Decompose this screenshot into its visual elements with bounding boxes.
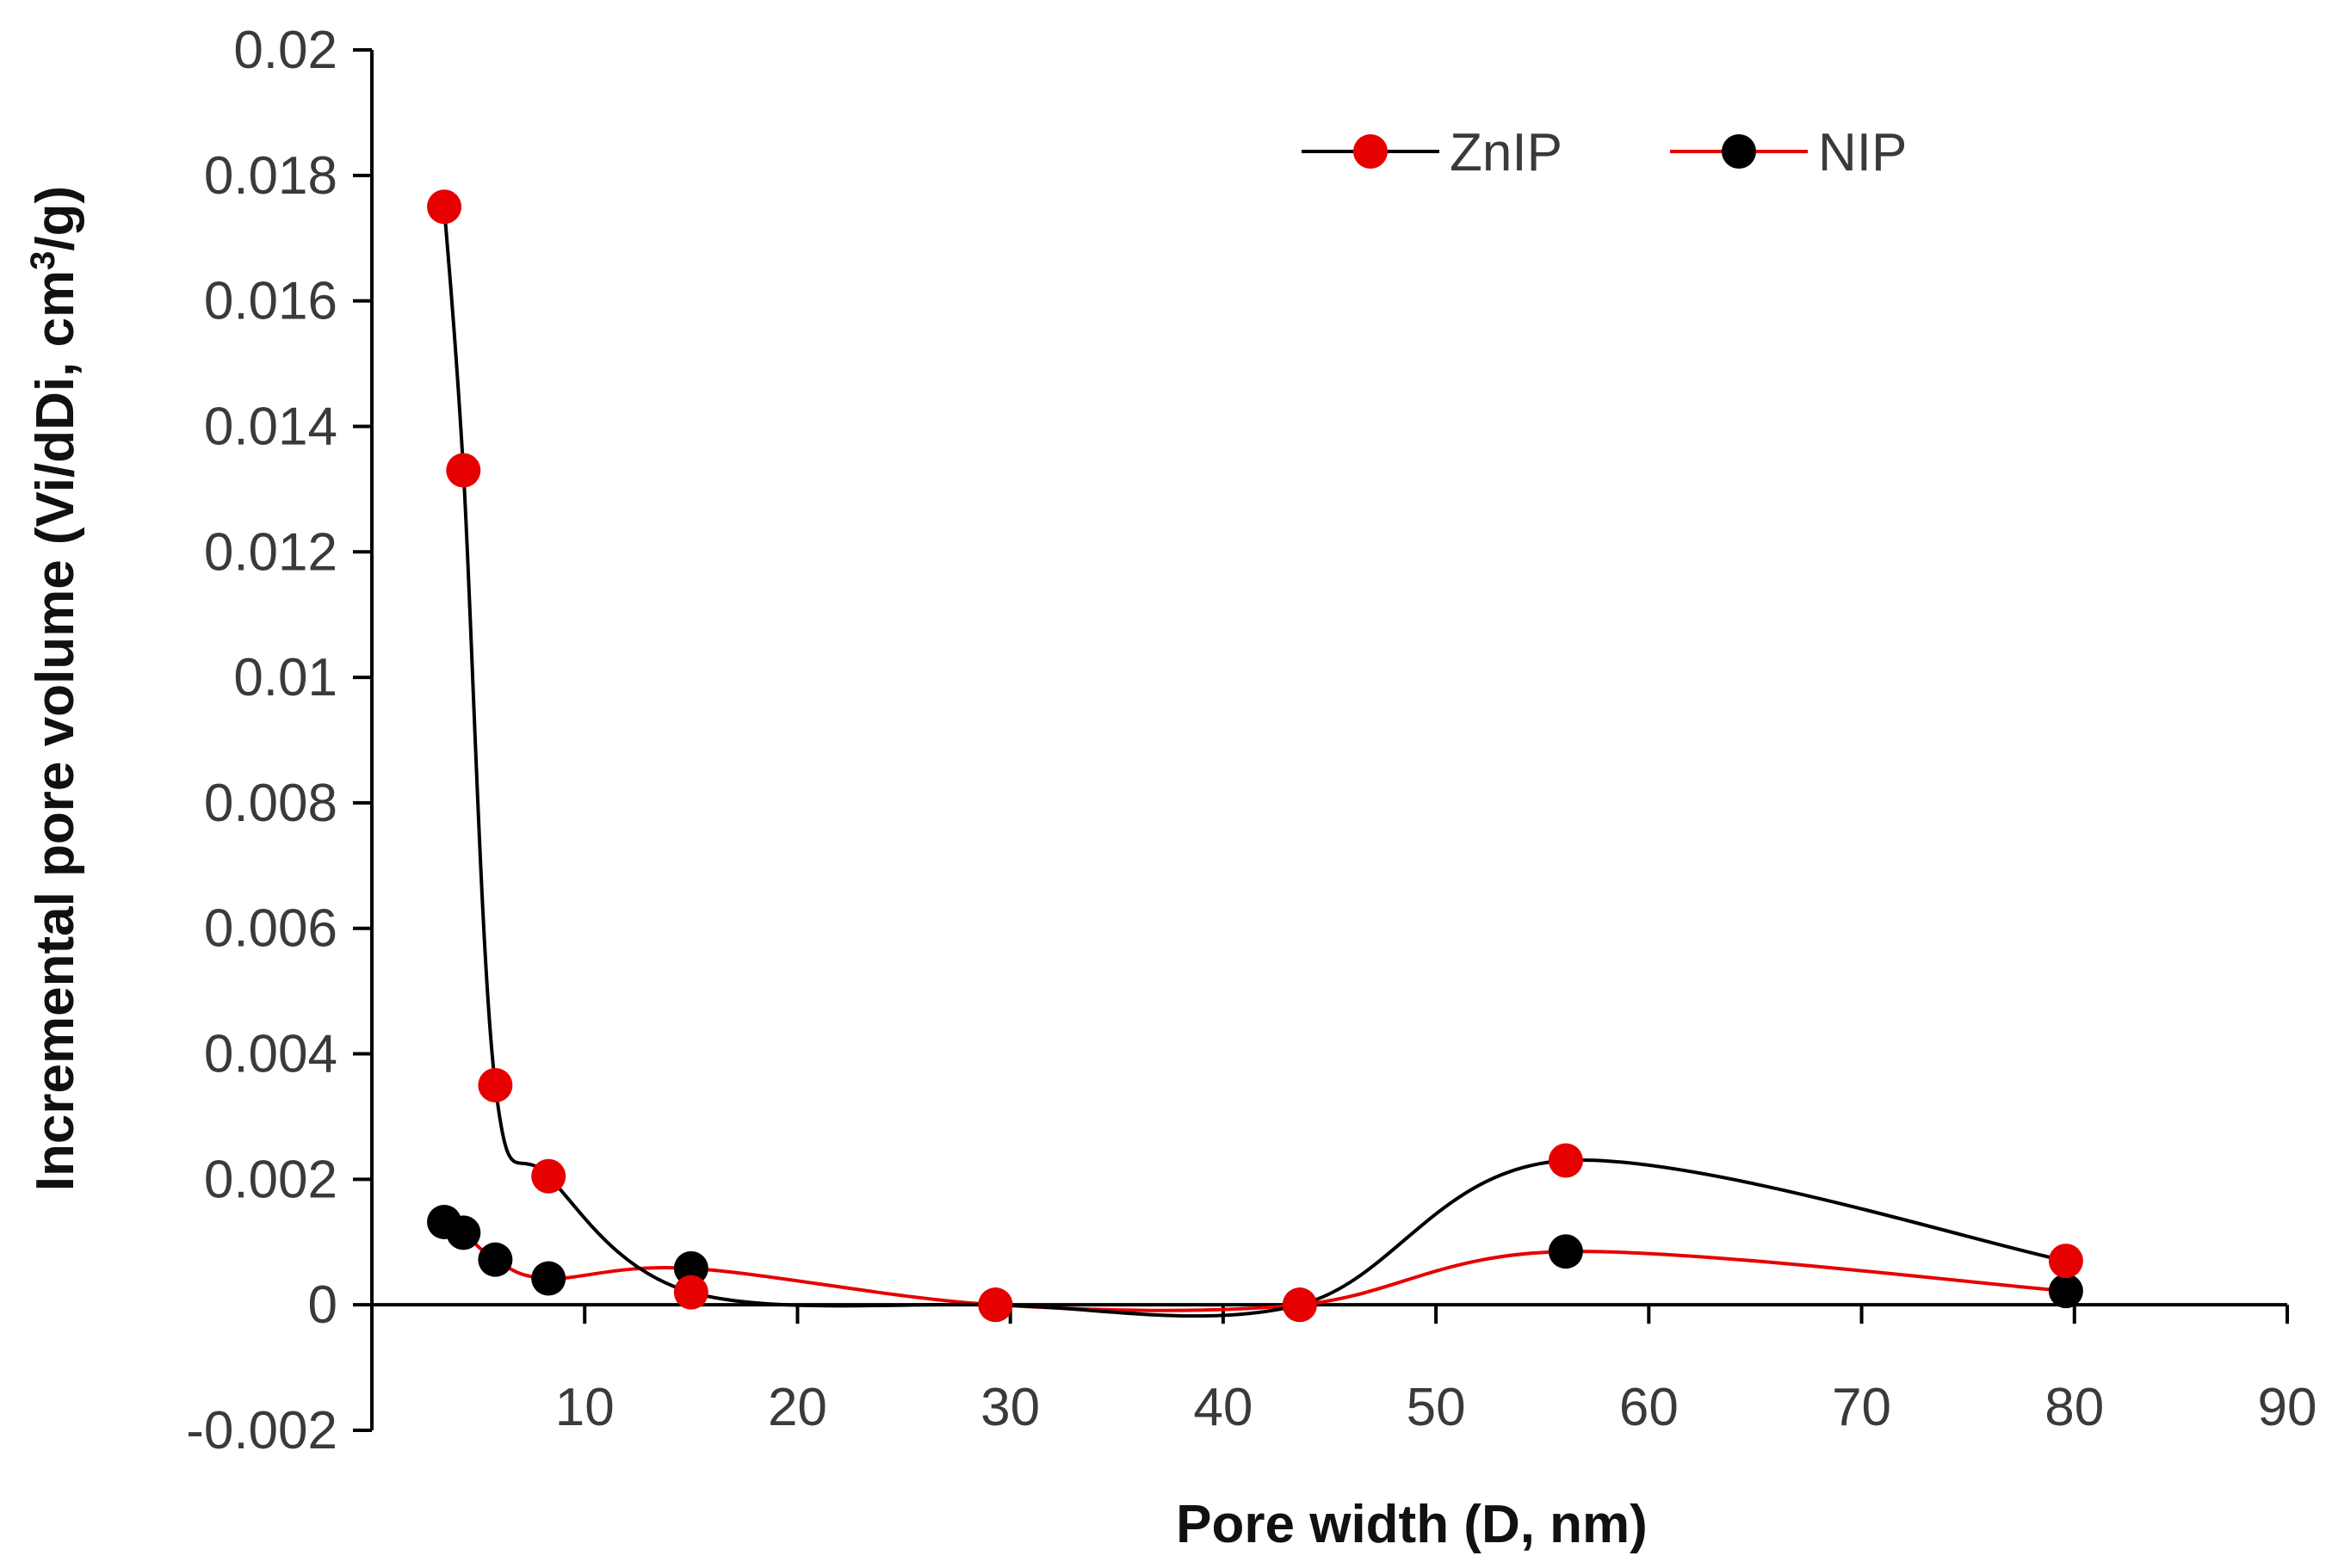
x-tick-label: 60 <box>1619 1378 1679 1437</box>
data-point-nip <box>2048 1274 2083 1309</box>
data-point-nip <box>478 1242 513 1277</box>
y-axis-title-main: Incremental pore volume (Vi/dDi, cm <box>26 270 85 1191</box>
series-znip <box>427 189 2083 1323</box>
data-point-znip <box>2048 1244 2083 1279</box>
y-tick-label: 0.016 <box>204 272 337 331</box>
y-axis-title: Incremental pore volume (Vi/dDi, cm3/g) <box>24 186 85 1191</box>
legend: ZnIP NIP <box>1302 123 1907 182</box>
x-tick-label: 40 <box>1193 1378 1253 1437</box>
y-tick-label: 0.014 <box>204 397 337 456</box>
x-tick-label: 90 <box>2258 1378 2317 1437</box>
y-tick-label: 0.006 <box>204 899 337 959</box>
series-layer <box>427 189 2083 1323</box>
legend-item-znip: ZnIP <box>1302 123 1562 182</box>
data-point-znip <box>531 1158 566 1194</box>
legend-label-znip: ZnIP <box>1450 123 1562 182</box>
x-tick-label: 70 <box>1832 1378 1891 1437</box>
x-tick-label: 80 <box>2044 1378 2104 1437</box>
x-tick-label: 20 <box>768 1378 827 1437</box>
y-tick-label: 0.012 <box>204 522 337 582</box>
y-tick-label: 0.002 <box>204 1150 337 1209</box>
series-line-znip <box>442 207 2067 1318</box>
x-tick-label: 10 <box>555 1378 615 1437</box>
y-axis-title-tail: /g) <box>26 186 85 251</box>
legend-marker-znip <box>1353 134 1388 169</box>
x-tick-label: 50 <box>1407 1378 1466 1437</box>
data-point-nip <box>531 1261 566 1296</box>
axes: -0.002 0 0.002 0.004 0.006 0.008 0.01 0.012 0.01… <box>186 21 2317 1460</box>
data-point-znip <box>673 1275 708 1310</box>
x-axis-title: Pore width (D, nm) <box>1176 1495 1648 1554</box>
y-tick-label: 0.008 <box>204 774 337 833</box>
legend-item-nip: NIP <box>1670 123 1907 182</box>
y-tick-label: 0.01 <box>233 648 337 707</box>
data-point-znip <box>978 1287 1013 1323</box>
y-tick-label: 0.018 <box>204 146 337 206</box>
y-tick-label: 0 <box>308 1275 337 1335</box>
data-point-znip <box>478 1068 513 1102</box>
data-point-nip <box>446 1215 481 1250</box>
data-point-znip <box>1282 1287 1317 1323</box>
data-point-znip <box>427 189 462 225</box>
data-point-nip <box>1548 1234 1583 1269</box>
data-point-nip <box>673 1250 708 1286</box>
data-point-znip <box>1548 1143 1583 1178</box>
y-axis-title-superscript: 3 <box>24 251 62 270</box>
legend-label-nip: NIP <box>1818 123 1907 182</box>
y-tick-label: 0.004 <box>204 1025 337 1084</box>
legend-marker-nip <box>1722 134 1756 169</box>
y-tick-label: -0.002 <box>186 1401 337 1460</box>
y-tick-label: 0.02 <box>233 21 337 80</box>
x-tick-label: 30 <box>980 1378 1040 1437</box>
data-point-znip <box>446 453 481 488</box>
